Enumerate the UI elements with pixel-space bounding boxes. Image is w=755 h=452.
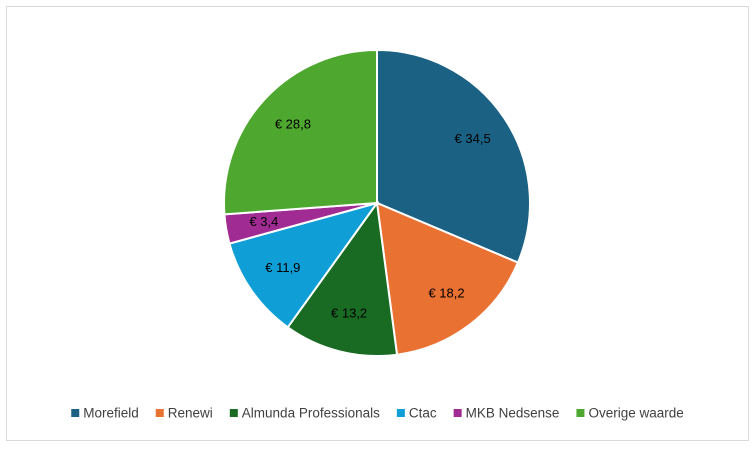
- data-label: € 3,4: [249, 214, 278, 229]
- pie-slice: [376, 48, 531, 264]
- data-label: € 34,5: [455, 131, 491, 146]
- data-label: € 18,2: [428, 286, 464, 301]
- pie-slice: [375, 201, 520, 356]
- legend-swatch: [453, 409, 462, 417]
- data-label: € 13,2: [331, 306, 367, 321]
- data-label: € 11,9: [265, 260, 300, 275]
- legend-swatch: [229, 409, 238, 417]
- legend-label: MKB Nedsense: [466, 406, 560, 421]
- legend-swatch: [71, 409, 80, 417]
- pie-slice: [223, 48, 378, 216]
- legend-label: Renewi: [168, 406, 213, 421]
- legend-label: Almunda Professionals: [242, 406, 380, 421]
- legend-swatch: [155, 409, 164, 417]
- data-label: € 28,8: [275, 116, 311, 131]
- legend-label: Overige waarde: [588, 406, 683, 421]
- legend-swatch: [576, 409, 585, 417]
- pie-slice: [286, 200, 399, 357]
- legend-swatch: [396, 409, 405, 417]
- legend-label: Morefield: [83, 406, 139, 421]
- legend-label: Ctac: [409, 406, 437, 421]
